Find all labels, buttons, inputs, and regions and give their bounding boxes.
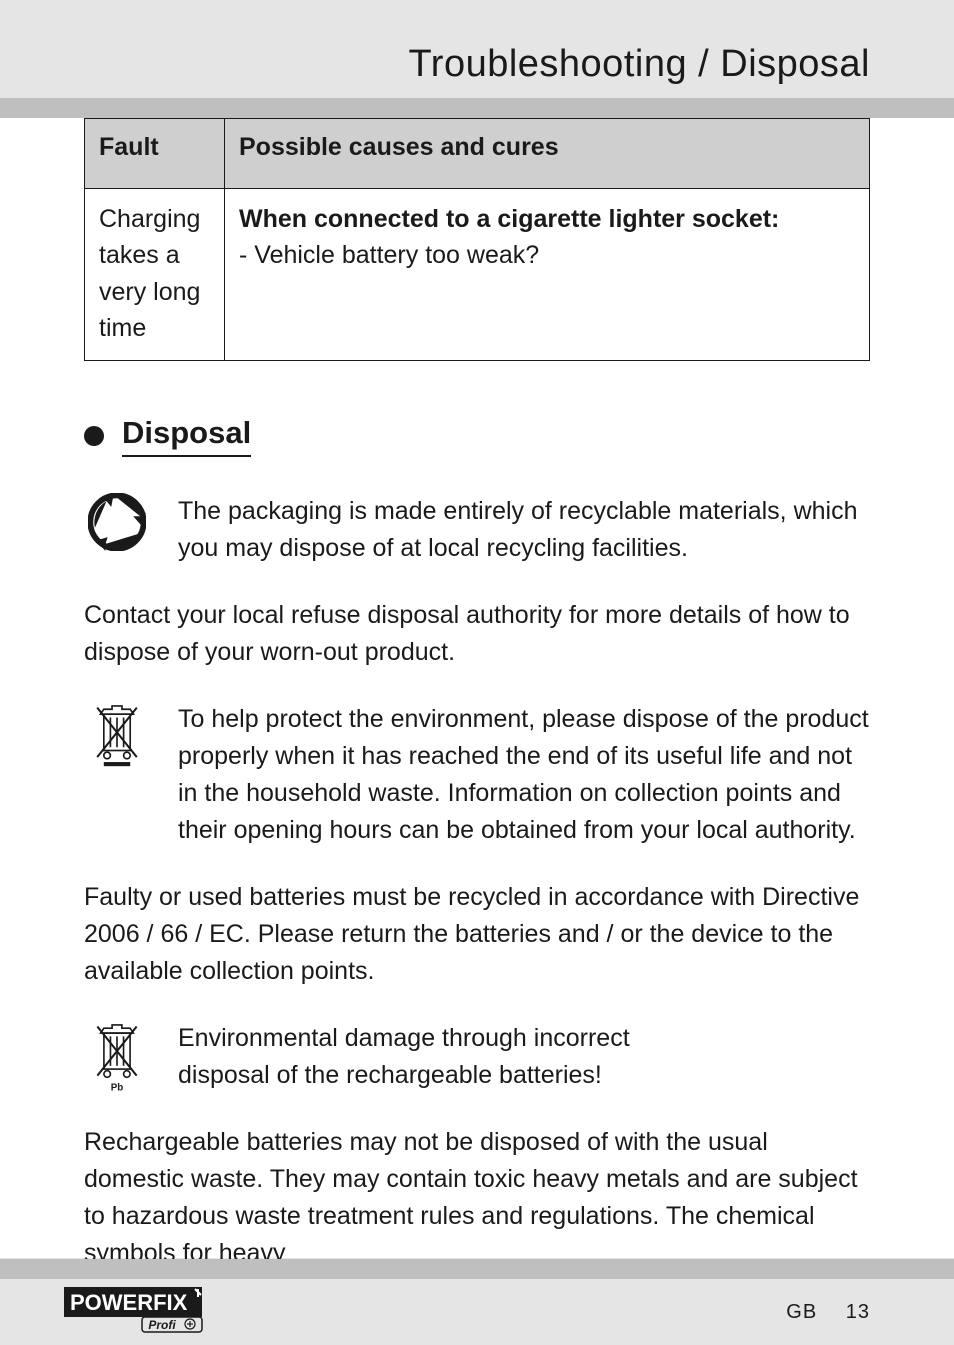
bullet-icon xyxy=(84,426,104,446)
page-title: Troubleshooting / Disposal xyxy=(408,43,870,86)
fault-line: Charging xyxy=(99,205,200,233)
section-heading-text: Disposal xyxy=(122,415,251,457)
crossed-bin-icon xyxy=(84,701,150,767)
table-header-row: Fault Possible causes and cures xyxy=(85,119,870,189)
para-text: To help protect the environment, please … xyxy=(178,701,870,849)
para-rechargeable: Rechargeable batteries may not be dispos… xyxy=(84,1124,870,1272)
footer-country: GB xyxy=(786,1301,817,1323)
warning-line: disposal of the rechargeable batteries! xyxy=(178,1057,630,1094)
fault-line: very long xyxy=(99,278,200,306)
para-directive: Faulty or used batteries must be recycle… xyxy=(84,879,870,990)
troubleshooting-table: Fault Possible causes and cures Charging… xyxy=(84,118,870,361)
cell-fault: Charging takes a very long time xyxy=(85,189,225,361)
para-text: The packaging is made entirely of recycl… xyxy=(178,493,870,567)
recycle-arrows-icon xyxy=(84,493,150,551)
svg-text:Profi: Profi xyxy=(148,1318,176,1332)
fault-line: takes a xyxy=(99,241,180,269)
cause-bold: When connected to a cigarette lighter so… xyxy=(239,205,779,233)
footer-page-info: GB 13 xyxy=(786,1301,870,1324)
warning-text-block: Environmental damage through incorrect d… xyxy=(178,1020,630,1094)
table-row: Charging takes a very long time When con… xyxy=(85,189,870,361)
content-area: Fault Possible causes and cures Charging… xyxy=(0,118,954,1258)
para-recyclable: The packaging is made entirely of recycl… xyxy=(84,493,870,567)
cause-line: - Vehicle battery too weak? xyxy=(239,241,539,269)
pb-label: Pb xyxy=(111,1082,124,1092)
footer-page-number: 13 xyxy=(846,1301,870,1323)
header-bar: Troubleshooting / Disposal xyxy=(0,0,954,98)
fault-line: time xyxy=(99,314,146,342)
section-heading-disposal: Disposal xyxy=(84,415,870,457)
para-weee: To help protect the environment, please … xyxy=(84,701,870,849)
para-battery-warning: Pb Environmental damage through incorrec… xyxy=(84,1020,870,1094)
para-contact-authority: Contact your local refuse disposal autho… xyxy=(84,597,870,671)
crossed-bin-pb-icon: Pb xyxy=(84,1020,150,1092)
brand-logo: POWERFIX Profi xyxy=(64,1287,224,1338)
divider-strip-top xyxy=(0,98,954,118)
footer-bar: POWERFIX Profi GB 13 xyxy=(0,1259,954,1345)
warning-line: Environmental damage through incorrect xyxy=(178,1020,630,1057)
cell-cause: When connected to a cigarette lighter so… xyxy=(225,189,870,361)
col-header-cause: Possible causes and cures xyxy=(225,119,870,189)
svg-text:POWERFIX: POWERFIX xyxy=(70,1290,188,1315)
col-header-fault: Fault xyxy=(85,119,225,189)
